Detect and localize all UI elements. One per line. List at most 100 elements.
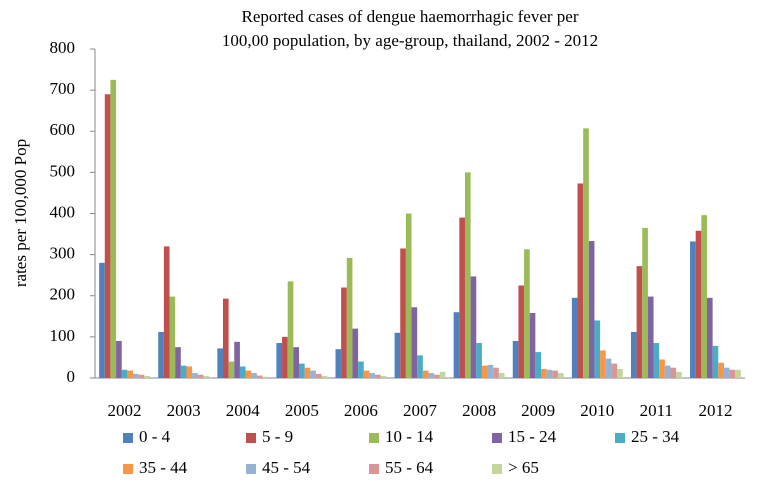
bar <box>476 343 482 378</box>
bar <box>541 368 547 378</box>
bar <box>321 375 328 378</box>
bar <box>192 373 198 378</box>
bar <box>175 347 181 378</box>
bar <box>571 297 578 378</box>
bar <box>611 363 618 378</box>
legend-swatch <box>123 464 133 474</box>
bar <box>529 313 536 378</box>
x-tick-label: 2006 <box>344 401 378 420</box>
bar <box>110 79 117 378</box>
bar <box>557 373 564 378</box>
bar <box>234 341 240 378</box>
bar <box>735 369 741 378</box>
bar <box>310 370 316 378</box>
bar <box>197 374 204 378</box>
bar <box>144 375 150 378</box>
legend-label: 0 - 4 <box>139 427 171 446</box>
bar <box>546 369 553 378</box>
bar <box>293 347 299 378</box>
bar <box>228 361 235 378</box>
bar <box>583 128 589 378</box>
x-tick-label: 2005 <box>285 401 319 420</box>
bar <box>729 369 736 378</box>
y-tick-label: 500 <box>50 161 76 180</box>
x-tick-label: 2011 <box>640 401 673 420</box>
y-tick-label: 600 <box>50 120 76 139</box>
y-tick-label: 100 <box>50 326 76 345</box>
x-tick-label: 2009 <box>521 401 555 420</box>
bar <box>346 257 353 378</box>
bar <box>99 262 105 378</box>
bar <box>470 276 477 378</box>
bar <box>394 332 401 378</box>
bar <box>405 213 412 378</box>
bar <box>512 340 519 378</box>
bar <box>369 373 376 378</box>
bar <box>138 374 145 378</box>
bar <box>630 331 637 378</box>
bar <box>104 94 111 379</box>
bar <box>352 328 359 378</box>
bar <box>577 183 584 378</box>
bar <box>434 374 440 378</box>
bar <box>121 369 128 378</box>
x-tick-label: 2010 <box>580 401 614 420</box>
bar <box>116 340 122 378</box>
legend-swatch <box>369 433 379 443</box>
bar <box>127 370 134 378</box>
bar <box>245 370 252 378</box>
bar <box>262 376 269 378</box>
bar <box>133 373 139 378</box>
legend-label: 45 - 54 <box>262 458 311 477</box>
legend-label: 5 - 9 <box>262 427 293 446</box>
bar <box>239 366 246 378</box>
bar <box>664 365 671 378</box>
bar <box>690 241 696 378</box>
y-tick-label: 400 <box>50 202 76 221</box>
bar <box>287 281 294 378</box>
x-tick-label: 2008 <box>462 401 496 420</box>
bar <box>600 350 606 378</box>
bar <box>670 367 677 378</box>
legend-label: 55 - 64 <box>385 458 434 477</box>
bar <box>375 374 381 378</box>
bar <box>712 345 719 378</box>
bar <box>695 230 702 378</box>
bar <box>335 349 342 378</box>
x-tick-label: 2007 <box>403 401 438 420</box>
bar <box>676 371 682 378</box>
y-tick-label: 800 <box>50 38 76 57</box>
bar <box>363 370 370 378</box>
bar <box>256 375 263 378</box>
bar <box>552 370 558 378</box>
y-tick-label: 300 <box>50 244 76 263</box>
bar <box>493 367 499 378</box>
x-tick-label: 2012 <box>698 401 732 420</box>
bar <box>636 266 643 378</box>
bar <box>464 172 471 378</box>
legend-label: 35 - 44 <box>139 458 188 477</box>
bar <box>163 246 170 378</box>
bar <box>701 215 707 378</box>
legend-label: 10 - 14 <box>385 427 434 446</box>
legend-swatch <box>123 433 133 443</box>
bar <box>428 373 435 378</box>
bar <box>617 368 623 378</box>
bar <box>380 375 387 378</box>
legend-label: 25 - 34 <box>631 427 680 446</box>
y-axis-label: rates per 100,000 Pop <box>11 139 30 287</box>
y-tick-label: 0 <box>67 367 76 386</box>
bar <box>276 343 283 378</box>
bar <box>653 343 660 378</box>
bar <box>459 217 465 378</box>
bar <box>647 296 654 378</box>
bar <box>518 285 525 378</box>
bar <box>417 355 423 378</box>
bar <box>251 373 257 378</box>
bar <box>481 365 488 378</box>
bar <box>180 365 187 378</box>
bar <box>439 371 446 378</box>
legend-label: > 65 <box>508 458 539 477</box>
x-tick-label: 2003 <box>167 401 201 420</box>
bar <box>524 249 530 378</box>
